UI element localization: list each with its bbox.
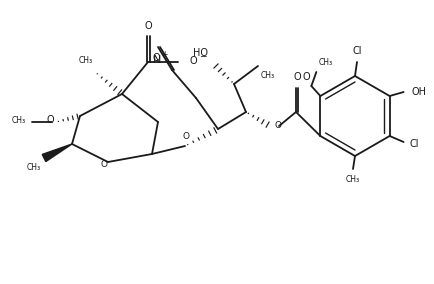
Polygon shape — [42, 144, 72, 162]
Text: Cl: Cl — [409, 139, 418, 149]
Text: CH₃: CH₃ — [12, 116, 26, 124]
Text: O: O — [182, 132, 189, 141]
Text: N: N — [153, 55, 161, 65]
Text: O: O — [190, 56, 197, 66]
Text: +: + — [161, 49, 167, 59]
Text: CH₃: CH₃ — [345, 175, 359, 184]
Text: OH: OH — [411, 87, 426, 97]
Text: O: O — [274, 120, 281, 130]
Text: O: O — [302, 72, 309, 82]
Text: O: O — [152, 53, 159, 63]
Text: O: O — [100, 160, 107, 168]
Text: O: O — [293, 72, 300, 82]
Text: CH₃: CH₃ — [318, 58, 332, 67]
Text: −: − — [198, 51, 206, 60]
Text: CH₃: CH₃ — [27, 163, 41, 172]
Text: HO: HO — [193, 48, 207, 58]
Text: O: O — [46, 115, 54, 125]
Text: CH₃: CH₃ — [260, 71, 274, 80]
Text: Cl: Cl — [352, 46, 361, 56]
Text: O: O — [144, 21, 151, 31]
Text: CH₃: CH₃ — [79, 56, 93, 65]
